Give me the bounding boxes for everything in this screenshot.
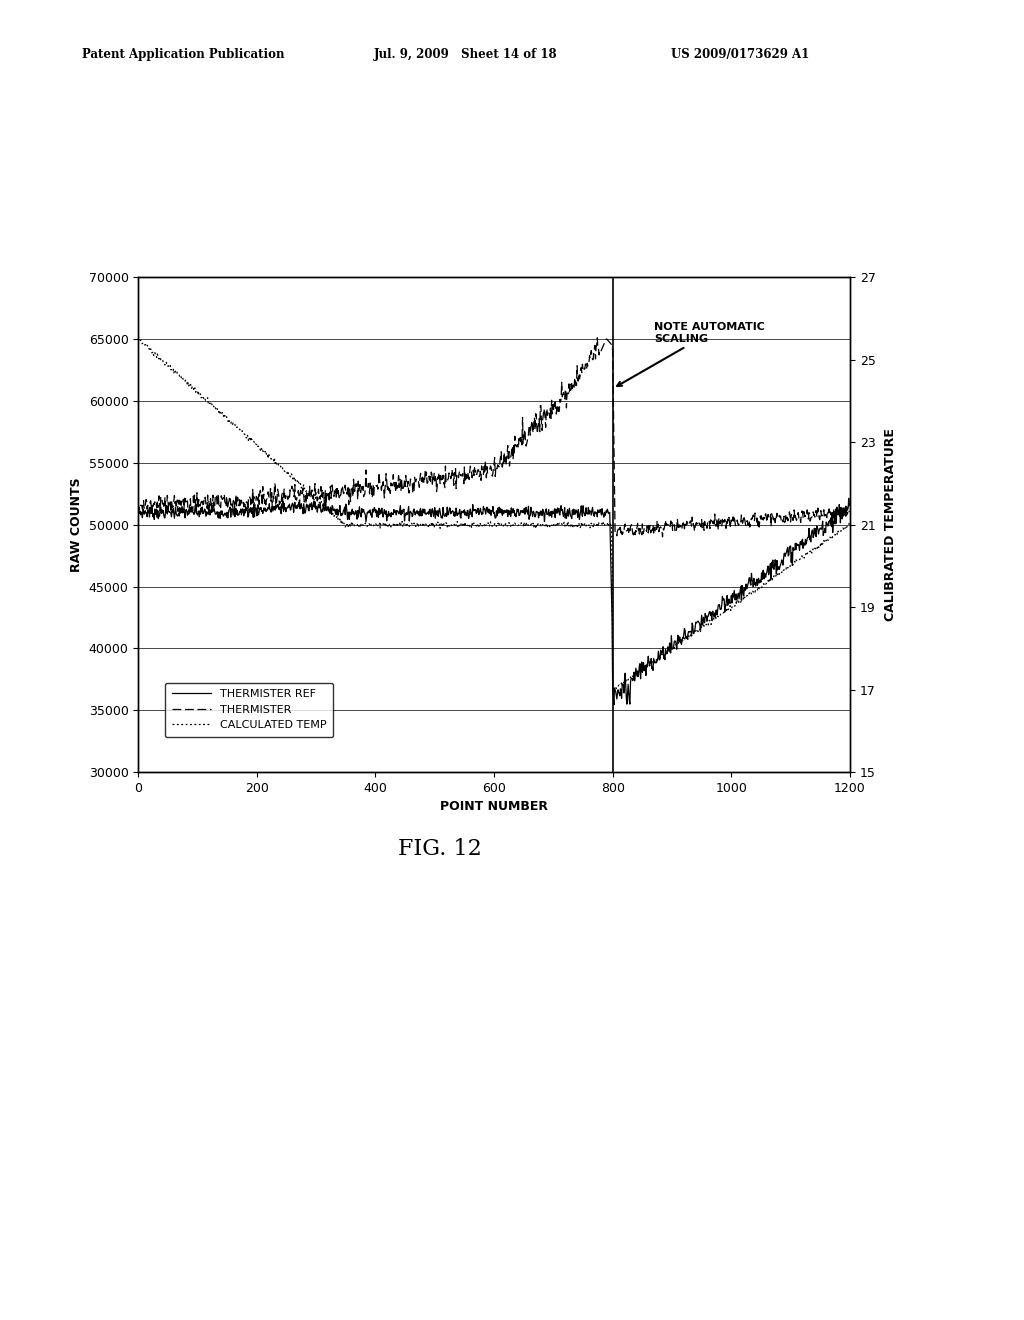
THERMISTER REF (607, 697, 620, 713)
THERMISTER REF (132, 499, 144, 515)
THERMISTER REF (843, 490, 855, 506)
CALCULATED TEMP (440, 516, 453, 532)
THERMISTER REF (520, 504, 532, 520)
THERMISTER REF (226, 502, 239, 517)
Line: THERMISTER REF: THERMISTER REF (138, 498, 849, 705)
THERMISTER (591, 330, 603, 346)
CALCULATED TEMP (607, 681, 620, 697)
Text: Jul. 9, 2009   Sheet 14 of 18: Jul. 9, 2009 Sheet 14 of 18 (374, 48, 557, 61)
Line: CALCULATED TEMP: CALCULATED TEMP (138, 337, 849, 689)
THERMISTER (843, 504, 855, 520)
Text: Patent Application Publication: Patent Application Publication (82, 48, 285, 61)
CALCULATED TEMP (520, 519, 532, 535)
Text: US 2009/0173629 A1: US 2009/0173629 A1 (671, 48, 809, 61)
THERMISTER REF (843, 498, 855, 513)
THERMISTER REF (372, 504, 384, 520)
THERMISTER (656, 529, 669, 545)
THERMISTER (226, 499, 239, 515)
Y-axis label: CALIBRATED TEMPERATURE: CALIBRATED TEMPERATURE (884, 428, 897, 622)
CALCULATED TEMP (372, 517, 384, 533)
X-axis label: POINT NUMBER: POINT NUMBER (440, 800, 548, 813)
Y-axis label: RAW COUNTS: RAW COUNTS (70, 478, 83, 572)
CALCULATED TEMP (843, 515, 855, 531)
THERMISTER (440, 473, 453, 488)
THERMISTER REF (252, 507, 264, 523)
Legend: THERMISTER REF, THERMISTER, CALCULATED TEMP: THERMISTER REF, THERMISTER, CALCULATED T… (165, 682, 333, 737)
THERMISTER REF (506, 506, 518, 521)
Text: FIG. 12: FIG. 12 (398, 838, 482, 861)
THERMISTER (520, 436, 532, 451)
THERMISTER (372, 482, 384, 498)
THERMISTER (132, 504, 144, 520)
CALCULATED TEMP (506, 516, 518, 532)
THERMISTER REF (440, 508, 453, 524)
THERMISTER (506, 440, 518, 455)
Line: THERMISTER: THERMISTER (138, 338, 849, 537)
CALCULATED TEMP (132, 329, 144, 345)
CALCULATED TEMP (226, 417, 239, 433)
Text: NOTE AUTOMATIC
SCALING: NOTE AUTOMATIC SCALING (617, 322, 765, 385)
CALCULATED TEMP (252, 438, 264, 454)
THERMISTER (252, 502, 264, 517)
